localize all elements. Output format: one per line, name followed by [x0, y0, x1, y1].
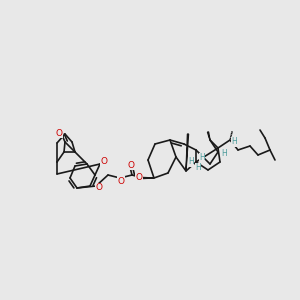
Text: H: H: [221, 149, 227, 158]
Polygon shape: [186, 134, 188, 171]
Text: H: H: [231, 137, 237, 146]
Text: O: O: [136, 173, 142, 182]
Text: O: O: [56, 128, 62, 137]
Polygon shape: [208, 132, 210, 140]
Text: H: H: [188, 158, 194, 166]
Text: H: H: [195, 164, 201, 172]
Text: O: O: [100, 158, 107, 166]
Text: O: O: [128, 160, 134, 169]
Text: O: O: [95, 184, 103, 193]
Text: H: H: [199, 154, 205, 163]
Text: O: O: [118, 176, 124, 185]
